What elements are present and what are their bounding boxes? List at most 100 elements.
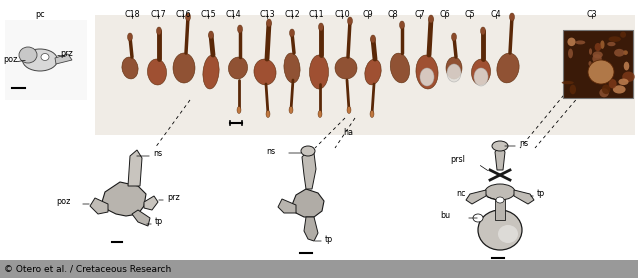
Text: © Otero et al. / Cretaceous Research: © Otero et al. / Cretaceous Research [4,264,171,274]
Ellipse shape [623,50,628,55]
Ellipse shape [496,197,504,203]
Ellipse shape [510,13,514,21]
Ellipse shape [498,225,518,243]
Text: tp: tp [325,235,333,244]
Text: C4: C4 [491,10,501,19]
Text: C7: C7 [415,10,426,19]
Ellipse shape [309,55,329,89]
Text: ns: ns [153,150,162,158]
Polygon shape [132,210,150,226]
Ellipse shape [365,59,381,85]
Ellipse shape [254,59,276,85]
Ellipse shape [614,49,625,57]
Bar [0,260,638,278]
Ellipse shape [598,63,605,74]
Polygon shape [278,199,296,213]
Ellipse shape [452,33,457,41]
Text: prsl: prsl [450,155,465,165]
Ellipse shape [267,19,272,27]
Ellipse shape [570,85,576,94]
Polygon shape [466,190,486,204]
Ellipse shape [266,110,270,118]
Ellipse shape [284,53,300,83]
Ellipse shape [399,21,404,29]
Text: C10: C10 [334,10,350,19]
Ellipse shape [595,43,601,51]
Polygon shape [55,54,72,64]
Text: C14: C14 [225,10,241,19]
Text: ns: ns [519,140,528,148]
Polygon shape [102,182,146,216]
Ellipse shape [609,36,621,42]
Ellipse shape [480,27,486,35]
Ellipse shape [497,53,519,83]
Ellipse shape [474,68,488,86]
Polygon shape [292,189,324,217]
Ellipse shape [613,85,626,93]
Ellipse shape [485,184,515,200]
Text: C5: C5 [464,10,475,19]
Ellipse shape [289,106,293,113]
Ellipse shape [575,40,585,44]
Text: pc: pc [35,10,45,19]
Text: bu: bu [440,212,450,220]
Ellipse shape [128,33,133,41]
Polygon shape [304,217,318,241]
Ellipse shape [593,51,603,58]
Ellipse shape [446,57,462,79]
Ellipse shape [203,55,219,89]
Ellipse shape [622,71,635,82]
Text: tp: tp [537,190,545,198]
Ellipse shape [19,47,37,63]
Ellipse shape [348,17,353,25]
Text: poz: poz [3,55,17,64]
Bar [563,30,633,98]
Text: C9: C9 [362,10,373,19]
Ellipse shape [237,106,241,113]
Ellipse shape [416,55,438,89]
Text: ns: ns [266,147,275,155]
Text: ha: ha [343,128,353,137]
Ellipse shape [492,141,508,151]
Ellipse shape [429,15,433,23]
Polygon shape [90,198,108,214]
Ellipse shape [237,25,242,33]
Ellipse shape [592,54,602,63]
Ellipse shape [567,38,575,46]
Ellipse shape [371,35,376,43]
Text: C16: C16 [175,10,191,19]
Ellipse shape [370,110,374,118]
Text: C11: C11 [308,10,324,19]
Polygon shape [514,190,534,204]
Ellipse shape [186,13,191,21]
Ellipse shape [589,48,592,55]
Bar [95,15,635,135]
Text: tp: tp [155,217,163,227]
Ellipse shape [588,60,614,84]
Ellipse shape [420,68,434,86]
Ellipse shape [602,85,611,94]
Text: C13: C13 [259,10,275,19]
Ellipse shape [318,110,322,118]
Ellipse shape [624,62,629,70]
Text: C18: C18 [124,10,140,19]
Polygon shape [144,196,158,210]
Ellipse shape [604,75,611,80]
Ellipse shape [156,27,161,35]
Polygon shape [128,150,142,186]
Text: poz: poz [56,197,70,207]
Text: C17: C17 [150,10,166,19]
Text: prz: prz [167,193,180,202]
Ellipse shape [600,40,605,49]
Ellipse shape [122,57,138,79]
Bar [495,198,505,220]
Ellipse shape [609,79,616,88]
Ellipse shape [335,57,357,79]
Ellipse shape [22,49,57,71]
Ellipse shape [228,57,248,79]
Ellipse shape [301,146,315,156]
Ellipse shape [568,49,573,58]
Ellipse shape [147,59,167,85]
Ellipse shape [473,214,483,222]
Ellipse shape [209,31,214,39]
